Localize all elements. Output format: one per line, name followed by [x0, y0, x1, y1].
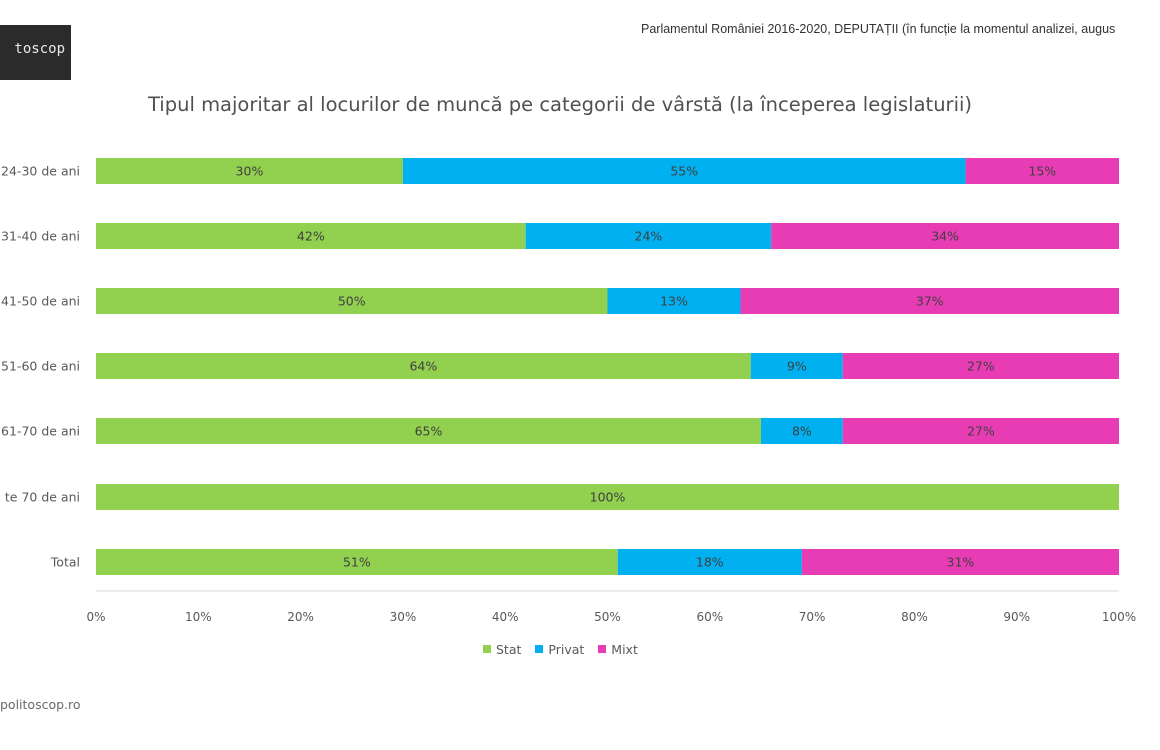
- data-label: 64%: [409, 359, 437, 374]
- data-label: 55%: [670, 164, 698, 179]
- x-tick-label: 60%: [696, 610, 723, 624]
- legend-item-privat: Privat: [535, 642, 584, 657]
- bar-segment-mixt: [842, 353, 1119, 379]
- x-tick-label: 40%: [492, 610, 519, 624]
- bar-segment-privat: [760, 418, 843, 444]
- category-label: 24-30 de ani: [1, 164, 80, 179]
- legend-swatch: [535, 645, 544, 653]
- legend-item-stat: Stat: [483, 642, 521, 657]
- bar-segment-stat: [96, 288, 608, 314]
- data-label: 27%: [967, 359, 995, 374]
- bar-segment-mixt: [842, 418, 1119, 444]
- data-label: 24%: [635, 229, 663, 244]
- data-label: 8%: [792, 424, 812, 439]
- bar-segment-privat: [402, 158, 966, 184]
- category-label: 31-40 de ani: [1, 229, 80, 244]
- data-label: 51%: [343, 555, 371, 570]
- legend-label: Mixt: [611, 641, 638, 657]
- data-label: 50%: [338, 294, 366, 309]
- bar-segment-privat: [525, 223, 772, 249]
- category-label: 51-60 de ani: [1, 359, 80, 374]
- bar-segment-stat: [96, 549, 618, 575]
- legend-swatch: [598, 645, 607, 653]
- category-label: 41-50 de ani: [1, 294, 80, 309]
- bar-segment-stat: [96, 484, 1119, 510]
- x-tick-label: 50%: [594, 610, 621, 624]
- data-label: 42%: [297, 229, 325, 244]
- data-label: 9%: [787, 359, 807, 374]
- x-tick-label: 90%: [1003, 610, 1030, 624]
- legend-label: Privat: [548, 641, 585, 657]
- bar-segment-privat: [617, 549, 802, 575]
- x-tick-label: 20%: [287, 610, 314, 624]
- bar-segment-mixt: [740, 288, 1119, 314]
- data-label: 13%: [660, 294, 688, 309]
- data-label: 18%: [696, 555, 724, 570]
- footer-url: politoscop.ro: [0, 697, 81, 712]
- category-label: Total: [50, 555, 80, 570]
- legend-label: Stat: [496, 641, 522, 657]
- bar-segment-mixt: [801, 549, 1119, 575]
- bar-segment-privat: [607, 288, 741, 314]
- data-label: 37%: [916, 294, 944, 309]
- data-label: 31%: [947, 555, 975, 570]
- legend-item-mixt: Mixt: [598, 642, 638, 657]
- bar-segment-mixt: [965, 158, 1119, 184]
- data-label: 30%: [236, 164, 264, 179]
- legend-swatch: [483, 645, 491, 653]
- x-tick-label: 70%: [799, 610, 826, 624]
- x-tick-label: 0%: [86, 610, 105, 624]
- bar-segment-privat: [750, 353, 843, 379]
- chart-legend: Stat Privat Mixt: [483, 640, 638, 658]
- x-tick-label: 100%: [1102, 610, 1136, 624]
- data-label: 65%: [415, 424, 443, 439]
- bar-segment-stat: [96, 418, 761, 444]
- chart-title: Tipul majoritar al locurilor de muncă pe…: [0, 93, 1120, 116]
- data-label: 27%: [967, 424, 995, 439]
- logo-text: toscop: [14, 41, 65, 57]
- data-label: 100%: [590, 490, 626, 505]
- x-tick-label: 80%: [901, 610, 928, 624]
- category-label: te 70 de ani: [5, 490, 80, 505]
- category-label: 61-70 de ani: [1, 424, 80, 439]
- bar-segment-stat: [96, 158, 403, 184]
- bar-segment-stat: [96, 353, 751, 379]
- bar-segment-mixt: [771, 223, 1119, 249]
- x-tick-label: 10%: [185, 610, 212, 624]
- logo: toscop: [0, 25, 71, 80]
- bar-segment-stat: [96, 223, 526, 249]
- source-caption: Parlamentul României 2016-2020, DEPUTAȚI…: [641, 22, 1116, 36]
- chart-title-text: Tipul majoritar al locurilor de muncă pe…: [147, 93, 973, 116]
- x-tick-label: 30%: [390, 610, 417, 624]
- data-label: 15%: [1028, 164, 1056, 179]
- data-label: 34%: [931, 229, 959, 244]
